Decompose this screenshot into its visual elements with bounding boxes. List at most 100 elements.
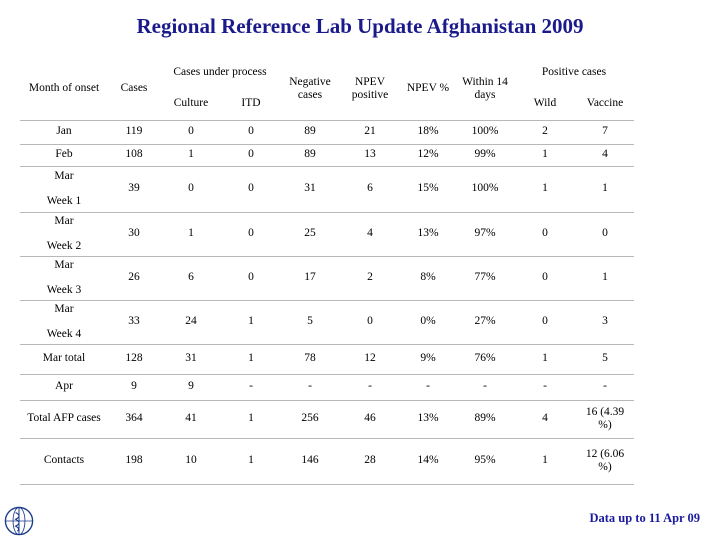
- vaccine-cell: 5: [576, 344, 634, 375]
- negative-cell: 89: [280, 144, 340, 167]
- table-row: Total AFP cases 364 41 1 256 46 13% 89% 4 16 (4.3…: [20, 400, 634, 439]
- cases-cell: 198: [108, 438, 160, 485]
- header-wild: Wild: [514, 88, 576, 121]
- month-cell: Mar Week 3: [20, 256, 108, 301]
- vaccine-cell: -: [576, 374, 634, 401]
- week-label: Week 2: [46, 239, 82, 252]
- table-row: Mar Week 3 26 6 0 17 2 8% 77% 0 1: [20, 256, 634, 301]
- within-14-days-cell: 89%: [456, 400, 514, 439]
- within-14-days-cell: 76%: [456, 344, 514, 375]
- cases-cell: 33: [108, 300, 160, 345]
- culture-cell: 10: [160, 438, 222, 485]
- cases-cell: 30: [108, 212, 160, 257]
- vaccine-cell: 1: [576, 166, 634, 213]
- npev-pct-cell: 0%: [400, 300, 456, 345]
- negative-cell: 17: [280, 256, 340, 301]
- wild-cell: -: [514, 374, 576, 401]
- within-14-days-cell: -: [456, 374, 514, 401]
- data-date-note: Data up to 11 Apr 09: [589, 511, 700, 525]
- itd-cell: 0: [222, 120, 280, 145]
- negative-cell: -: [280, 374, 340, 401]
- header-positive-cases: Positive cases: [541, 66, 607, 78]
- cases-cell: 108: [108, 144, 160, 167]
- npev-positive-cell: -: [340, 374, 400, 401]
- table-row: Feb 108 1 0 89 13 12% 99% 1 4: [20, 144, 634, 167]
- itd-cell: 1: [222, 400, 280, 439]
- wild-cell: 0: [514, 300, 576, 345]
- month-label: Mar: [54, 303, 74, 315]
- itd-cell: 1: [222, 300, 280, 345]
- month-label: Mar: [54, 259, 74, 271]
- month-label: Mar: [54, 215, 74, 227]
- npev-pct-cell: 15%: [400, 166, 456, 213]
- itd-cell: 0: [222, 144, 280, 167]
- header-vaccine: Vaccine: [576, 88, 634, 121]
- itd-cell: 0: [222, 166, 280, 213]
- cases-cell: 119: [108, 120, 160, 145]
- wild-cell: 1: [514, 438, 576, 485]
- month-cell: Contacts: [20, 438, 108, 485]
- vaccine-cell: 0: [576, 212, 634, 257]
- header-negative-cases: Negative cases: [280, 58, 340, 121]
- culture-cell: 24: [160, 300, 222, 345]
- npev-positive-cell: 6: [340, 166, 400, 213]
- month-cell: Feb: [20, 144, 108, 167]
- week-label: Week 1: [46, 194, 82, 207]
- cases-cell: 39: [108, 166, 160, 213]
- negative-cell: 146: [280, 438, 340, 485]
- header-npev-positive: NPEV positive: [340, 58, 400, 121]
- lab-update-table: Month of onset Cases Cases under process…: [20, 58, 634, 485]
- header-npev-pct: NPEV %: [400, 58, 456, 121]
- vaccine-cell: 3: [576, 300, 634, 345]
- itd-cell: 0: [222, 212, 280, 257]
- npev-positive-cell: 4: [340, 212, 400, 257]
- vaccine-cell: 16 (4.39 %): [576, 400, 634, 439]
- itd-cell: 1: [222, 438, 280, 485]
- month-cell: Mar Week 4: [20, 300, 108, 345]
- npev-pct-cell: 18%: [400, 120, 456, 145]
- cases-cell: 364: [108, 400, 160, 439]
- culture-cell: 41: [160, 400, 222, 439]
- cases-cell: 26: [108, 256, 160, 301]
- vaccine-cell: 1: [576, 256, 634, 301]
- wild-cell: 0: [514, 212, 576, 257]
- within-14-days-cell: 97%: [456, 212, 514, 257]
- npev-pct-cell: 13%: [400, 400, 456, 439]
- npev-pct-cell: 14%: [400, 438, 456, 485]
- header-month-of-onset: Month of onset: [20, 58, 108, 121]
- within-14-days-cell: 99%: [456, 144, 514, 167]
- itd-cell: 0: [222, 256, 280, 301]
- npev-positive-cell: 12: [340, 344, 400, 375]
- negative-cell: 89: [280, 120, 340, 145]
- vaccine-cell: 4: [576, 144, 634, 167]
- npev-positive-cell: 0: [340, 300, 400, 345]
- wild-cell: 1: [514, 166, 576, 213]
- negative-cell: 25: [280, 212, 340, 257]
- within-14-days-cell: 77%: [456, 256, 514, 301]
- table-row: Jan 119 0 0 89 21 18% 100% 2 7: [20, 120, 634, 145]
- month-cell: Jan: [20, 120, 108, 145]
- wild-cell: 4: [514, 400, 576, 439]
- culture-cell: 1: [160, 212, 222, 257]
- who-emblem-icon: [4, 506, 34, 536]
- culture-cell: 1: [160, 144, 222, 167]
- npev-pct-cell: 13%: [400, 212, 456, 257]
- week-label: Week 4: [46, 327, 82, 340]
- month-cell: Mar Week 1: [20, 166, 108, 213]
- cases-cell: 9: [108, 374, 160, 401]
- npev-positive-cell: 46: [340, 400, 400, 439]
- culture-cell: 9: [160, 374, 222, 401]
- wild-cell: 2: [514, 120, 576, 145]
- header-itd: ITD: [222, 88, 280, 121]
- cases-cell: 128: [108, 344, 160, 375]
- itd-cell: -: [222, 374, 280, 401]
- within-14-days-cell: 100%: [456, 166, 514, 213]
- header-culture: Culture: [160, 88, 222, 121]
- table-body: Jan 119 0 0 89 21 18% 100% 2 7 Feb 108 1 0 89 13 12% 99% 1…: [20, 120, 634, 485]
- culture-cell: 0: [160, 166, 222, 213]
- header-cases: Cases: [108, 58, 160, 121]
- table-row: Mar total 128 31 1 78 12 9% 76% 1 5: [20, 344, 634, 375]
- culture-cell: 31: [160, 344, 222, 375]
- npev-pct-cell: -: [400, 374, 456, 401]
- table-row: Contacts 198 10 1 146 28 14% 95% 1 12 (6.06 %): [20, 438, 634, 485]
